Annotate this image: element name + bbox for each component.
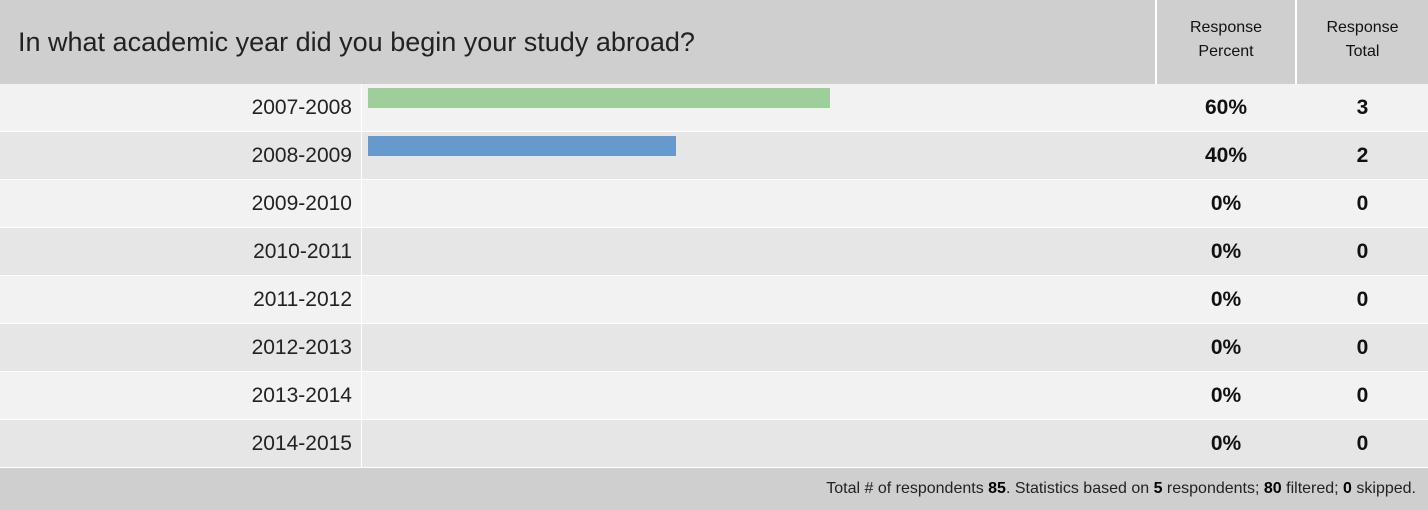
row-divider <box>361 228 362 275</box>
response-percent-header-line2: Percent <box>1198 43 1254 60</box>
answer-label: 2014-2015 <box>251 432 352 455</box>
answer-row: 2014-2015 0% 0 <box>0 420 1428 468</box>
summary-text: respondents; <box>1162 480 1264 497</box>
header-divider <box>1295 0 1297 84</box>
response-total: 0 <box>1356 192 1369 215</box>
row-divider <box>361 372 362 419</box>
response-percent: 40% <box>1204 144 1248 167</box>
answer-label: 2009-2010 <box>251 192 352 215</box>
response-total: 0 <box>1356 336 1369 359</box>
header-divider <box>1155 0 1157 84</box>
summary-text: Total # of respondents <box>826 480 989 497</box>
answer-row: 2013-2014 0% 0 <box>0 372 1428 420</box>
row-divider <box>361 420 362 467</box>
response-percent: 0% <box>1210 336 1242 359</box>
skipped-count: 0 <box>1343 480 1352 497</box>
response-total: 3 <box>1356 96 1369 119</box>
response-percent: 0% <box>1210 384 1242 407</box>
answer-row: 2009-2010 0% 0 <box>0 180 1428 228</box>
response-bar <box>368 88 830 108</box>
answer-row: 2008-2009 40% 2 <box>0 132 1428 180</box>
filtered-count: 80 <box>1263 480 1282 497</box>
response-percent: 0% <box>1210 240 1242 263</box>
row-divider <box>361 84 362 131</box>
answer-row: 2012-2013 0% 0 <box>0 324 1428 372</box>
results-footer: Total # of respondents 85. Statistics ba… <box>0 468 1428 510</box>
answer-row: 2011-2012 0% 0 <box>0 276 1428 324</box>
response-percent: 0% <box>1210 288 1242 311</box>
row-divider <box>361 276 362 323</box>
answer-label: 2007-2008 <box>251 96 352 119</box>
answer-label: 2011-2012 <box>253 288 352 311</box>
row-divider <box>361 180 362 227</box>
results-rows: 2007-2008 60% 3 2008-2009 40% 2 2009-201… <box>0 84 1428 468</box>
results-header: In what academic year did you begin your… <box>0 0 1428 84</box>
response-percent: 0% <box>1210 432 1242 455</box>
response-bar <box>368 136 676 156</box>
response-percent: 0% <box>1210 192 1242 215</box>
answer-label: 2013-2014 <box>251 384 352 407</box>
response-total: 0 <box>1356 288 1369 311</box>
response-percent-header: Response Percent <box>1157 16 1295 64</box>
question-title: In what academic year did you begin your… <box>18 27 695 57</box>
response-total: 0 <box>1356 384 1369 407</box>
respondent-summary: Total # of respondents 85. Statistics ba… <box>826 468 1416 510</box>
response-total-header-line1: Response <box>1326 19 1399 36</box>
response-total: 0 <box>1356 240 1369 263</box>
summary-text: skipped. <box>1351 480 1416 497</box>
based-on-count: 5 <box>1153 480 1163 497</box>
answer-label: 2008-2009 <box>251 144 352 167</box>
response-total-header: Response Total <box>1297 16 1428 64</box>
row-divider <box>361 132 362 179</box>
summary-text: filtered; <box>1281 480 1344 497</box>
summary-text: . Statistics based on <box>1005 480 1154 497</box>
answer-label: 2010-2011 <box>253 240 352 263</box>
response-total-header-line2: Total <box>1345 43 1380 60</box>
answer-label: 2012-2013 <box>251 336 352 359</box>
response-percent-header-line1: Response <box>1189 19 1263 36</box>
total-respondents-count: 85 <box>988 480 1006 497</box>
response-total: 2 <box>1356 144 1369 167</box>
answer-row: 2010-2011 0% 0 <box>0 228 1428 276</box>
row-divider <box>361 324 362 371</box>
answer-row: 2007-2008 60% 3 <box>0 84 1428 132</box>
response-percent: 60% <box>1204 96 1248 119</box>
response-total: 0 <box>1356 432 1369 455</box>
